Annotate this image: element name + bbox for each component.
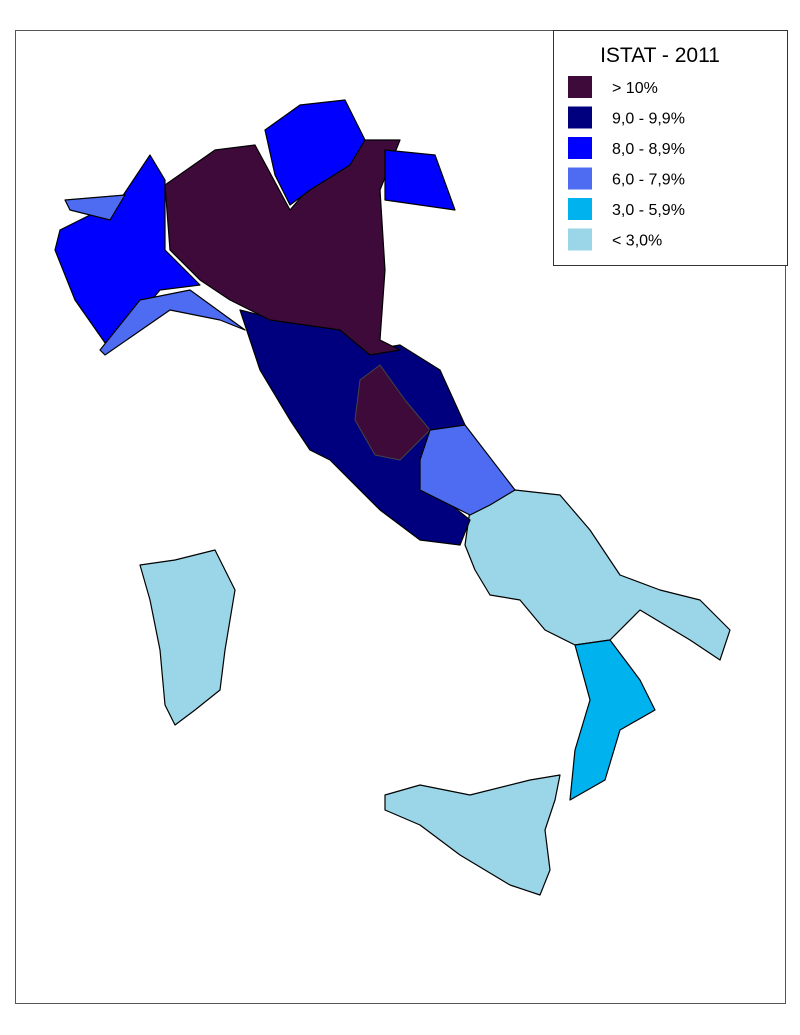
legend-label: 3,0 - 5,9% (612, 202, 685, 219)
legend-swatch (568, 167, 592, 190)
legend-label: 8,0 - 8,9% (612, 141, 685, 158)
region (384, 774, 561, 896)
regions (54, 99, 731, 896)
legend-swatch (568, 198, 592, 220)
legend-label: < 3,0% (612, 233, 662, 250)
legend-label: 9,0 - 9,9% (612, 111, 685, 128)
legend-box (553, 30, 788, 266)
region (64, 194, 126, 221)
legend-label: 6,0 - 7,9% (612, 172, 685, 189)
legend: ISTAT - 2011 > 10% 9,0 - 9,9% 8,0 - 8,9% 6,… (553, 30, 788, 266)
region (354, 364, 431, 461)
legend-swatch (568, 137, 592, 159)
legend-swatch (568, 76, 592, 98)
region (139, 549, 236, 726)
region (54, 154, 201, 351)
region (164, 139, 401, 356)
region (464, 489, 731, 661)
region (264, 99, 366, 206)
legend-swatch (568, 228, 592, 251)
legend-label: > 10% (612, 80, 658, 97)
region (384, 149, 456, 211)
region (419, 424, 516, 516)
legend-title: ISTAT - 2011 (600, 44, 720, 67)
region (569, 639, 656, 801)
legend-swatch (568, 106, 592, 129)
region (99, 289, 246, 356)
